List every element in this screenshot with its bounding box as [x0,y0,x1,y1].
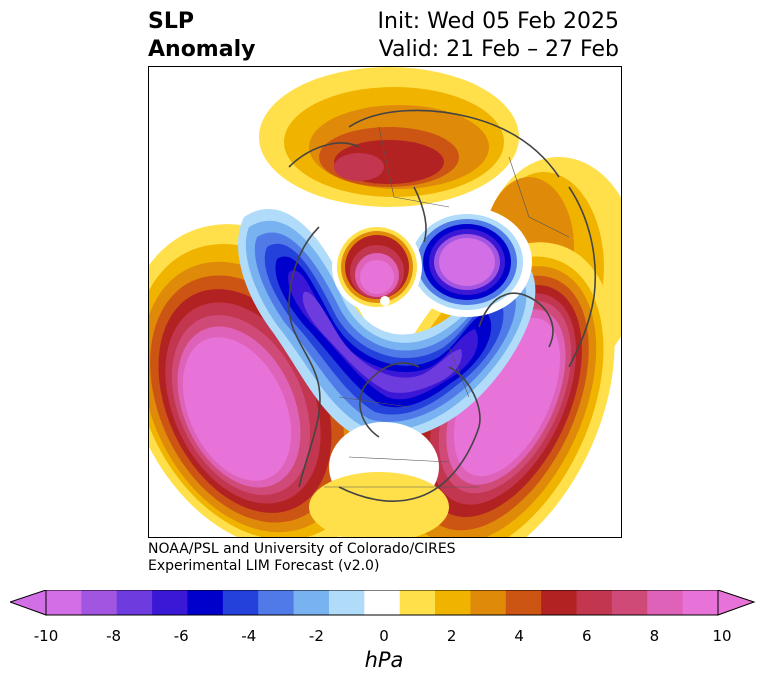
colorbar-bin [152,590,188,615]
credit-line-2: Experimental LIM Forecast (v2.0) [148,558,380,574]
colorbar-bin [541,590,578,615]
colorbar-tick-label: 6 [582,627,592,645]
colorbar-bin [399,590,436,615]
colorbar-bin [293,590,330,615]
title-line-1: SLP [148,9,194,34]
colorbar-tick-label: 10 [712,627,732,645]
colorbar-tick-label: -10 [33,627,59,645]
colorbar-bin [435,590,471,615]
colorbar-bin [682,590,719,615]
canada-low-anomaly [238,208,536,441]
credit-text: NOAA/PSL and University of Colorado/CIRE… [148,541,456,575]
init-date: Init: Wed 05 Feb 2025 [377,9,619,34]
colorbar-bin [470,590,507,615]
polar-map [148,66,622,538]
colorbar-bin [46,590,82,615]
colorbar-tick-label: 4 [514,627,524,645]
slp-anomaly-field [149,67,621,537]
credit-line-1: NOAA/PSL and University of Colorado/CIRE… [148,541,456,557]
colorbar-bin [611,590,648,615]
colorbar-bin [116,590,153,615]
borders [324,126,570,488]
title-line-2: Anomaly [148,37,256,62]
colorbar-bin [81,590,118,615]
colorbar-bin [258,590,295,615]
central-us-neutral [309,422,449,537]
colorbar-max-extend [717,590,756,616]
colorbar [10,590,756,616]
arctic-lows [332,207,532,317]
colorbar-min-extend [10,590,47,616]
colorbar-bin [187,590,224,615]
valid-date: Valid: 21 Feb – 27 Feb [378,37,619,62]
colorbar-bin [647,590,684,615]
colorbar-bin [505,590,542,615]
colorbar-bin [222,590,259,615]
colorbar-tick-label: 0 [379,627,389,645]
colorbar-bin [576,590,613,615]
coastlines [288,109,597,502]
siberia-high-anomaly [259,67,519,207]
colorbar-tick-label: -2 [308,627,324,645]
colorbar-tick-label: 2 [446,627,457,645]
colorbar-tick-label: -4 [241,627,257,645]
colorbar-bin [364,590,401,615]
colorbar-unit: hPa [364,648,404,672]
forecast-dates: Init: Wed 05 Feb 2025 Valid: 21 Feb – 27… [378,8,619,64]
north-pole-marker [380,296,390,306]
colorbar-tick-label: 8 [649,627,660,645]
colorbar-tick-label: -6 [173,627,189,645]
colorbar-tick-label: -8 [106,627,122,645]
map-title: SLP Anomaly [148,8,255,64]
colorbar-bin [328,590,365,615]
